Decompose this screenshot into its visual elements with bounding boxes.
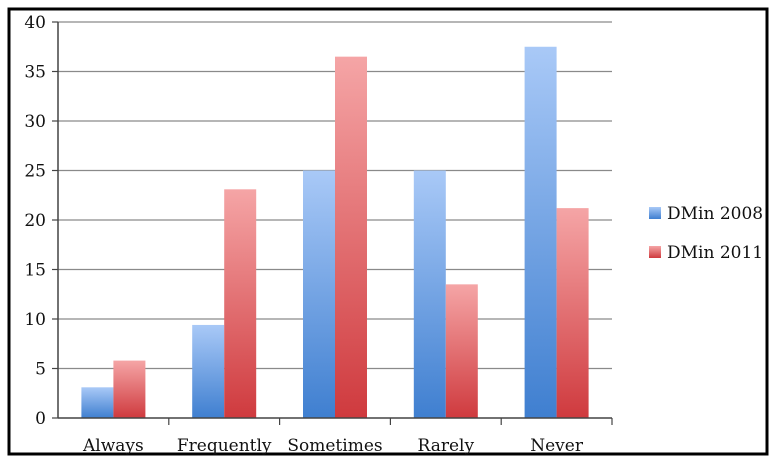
x-axis-ticks: Always Frequently Sometimes Rarely Never [82, 418, 613, 456]
y-tick-label: 30 [24, 112, 46, 132]
y-tick-label: 0 [35, 409, 46, 429]
bar-dmin-2008-frequently [192, 324, 225, 418]
y-tick-label: 20 [24, 211, 46, 231]
bar-dmin-2011-always [113, 360, 146, 418]
legend-label-dmin-2011: DMin 2011 [667, 243, 763, 263]
bar-dmin-2008-sometimes [303, 170, 335, 418]
x-tick-label: Always [82, 436, 144, 456]
legend-swatch-dmin-2008 [649, 207, 661, 219]
legend: DMin 2008 DMin 2011 [649, 204, 763, 263]
bar-dmin-2011-never [556, 208, 589, 418]
bar-dmin-2008-always [81, 387, 114, 418]
bar-dmin-2011-rarely [445, 284, 478, 418]
bar-dmin-2011-sometimes [335, 56, 367, 419]
legend-swatch-dmin-2011 [649, 246, 661, 258]
y-tick-label: 25 [24, 162, 46, 182]
chart-frame [7, 7, 769, 456]
grid-lines [58, 21, 612, 370]
y-axis-ticks: 0 5 10 15 20 25 30 35 40 [24, 13, 58, 429]
y-tick-label: 40 [24, 13, 46, 33]
y-tick-label: 15 [24, 261, 46, 281]
legend-label-dmin-2008: DMin 2008 [667, 204, 763, 224]
y-tick-label: 35 [24, 63, 46, 83]
y-tick-label: 10 [24, 310, 46, 330]
bars [81, 46, 589, 419]
x-tick-label: Sometimes [287, 436, 382, 456]
bar-dmin-2011-frequently [224, 189, 257, 418]
x-tick-label: Frequently [177, 436, 272, 456]
bar-dmin-2008-never [524, 46, 557, 418]
x-tick-label: Rarely [418, 436, 475, 456]
x-tick-label: Never [530, 436, 584, 456]
y-tick-label: 5 [35, 360, 46, 380]
bar-dmin-2008-rarely [413, 170, 446, 418]
